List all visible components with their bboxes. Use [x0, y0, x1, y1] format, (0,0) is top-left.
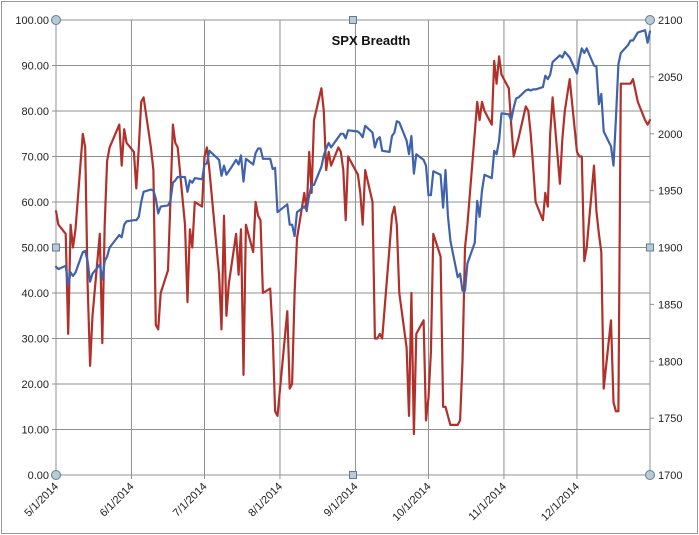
chart-title: SPX Breadth	[332, 33, 411, 48]
x-tick-label: 7/1/2014	[171, 481, 210, 520]
y-left-tick-label: 50.00	[21, 243, 49, 255]
y-left-tick-label: 60.00	[21, 197, 49, 209]
y-left-tick-label: 100.00	[15, 15, 49, 27]
x-tick-label: 11/1/2014	[467, 481, 510, 524]
y-right-tick-label: 2100	[658, 15, 682, 27]
y-right-tick-label: 1850	[658, 299, 682, 311]
resize-handle-corner[interactable]	[645, 15, 655, 25]
y-right-tick-label: 1800	[658, 356, 682, 368]
blue-series-line	[54, 29, 652, 292]
y-right-tick-label: 1750	[658, 413, 682, 425]
y-left-tick-label: 90.00	[21, 61, 49, 73]
series-layer	[54, 29, 652, 436]
y-left-tick-label: 10.00	[21, 425, 49, 437]
resize-handle-edge[interactable]	[52, 243, 60, 252]
y-right-tick-label: 1900	[658, 243, 682, 255]
red-series-line	[54, 55, 652, 436]
grid-layer	[52, 19, 654, 479]
x-tick-label: 6/1/2014	[98, 481, 137, 520]
resize-handle-corner[interactable]	[645, 470, 655, 480]
y-right-tick-label: 2000	[658, 129, 682, 141]
y-left-tick-label: 40.00	[21, 288, 49, 300]
resize-handle-corner[interactable]	[51, 15, 61, 25]
x-tick-label: 12/1/2014	[539, 481, 582, 524]
y-left-tick-label: 80.00	[21, 106, 49, 118]
y-right-tick-label: 1700	[658, 470, 682, 482]
y-left-tick-label: 70.00	[21, 152, 49, 164]
y-left-tick-label: 0.00	[28, 470, 49, 482]
y-right-tick-label: 1950	[658, 186, 682, 198]
x-tick-label: 5/1/2014	[22, 481, 61, 520]
y-left-tick-label: 30.00	[21, 334, 49, 346]
resize-handle-corner[interactable]	[51, 470, 61, 480]
x-tick-label: 9/1/2014	[322, 481, 361, 520]
resize-handle-edge[interactable]	[349, 471, 357, 479]
y-right-tick-label: 2050	[658, 72, 682, 84]
y-left-tick-label: 20.00	[21, 379, 49, 391]
resize-handle-edge[interactable]	[349, 16, 357, 24]
x-tick-label: 10/1/2014	[390, 481, 433, 524]
x-tick-label: 8/1/2014	[246, 481, 285, 520]
selection-handles[interactable]	[51, 15, 655, 480]
resize-handle-edge[interactable]	[646, 243, 654, 252]
